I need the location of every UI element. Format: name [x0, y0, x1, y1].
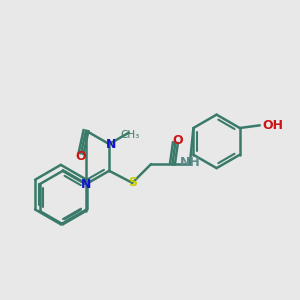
Text: N: N	[81, 178, 91, 191]
Text: NH: NH	[179, 156, 200, 169]
Text: N: N	[106, 138, 116, 151]
Text: CH₃: CH₃	[120, 130, 140, 140]
Text: OH: OH	[263, 119, 284, 132]
Text: O: O	[172, 134, 183, 147]
Text: O: O	[76, 150, 86, 163]
Text: S: S	[128, 176, 137, 189]
